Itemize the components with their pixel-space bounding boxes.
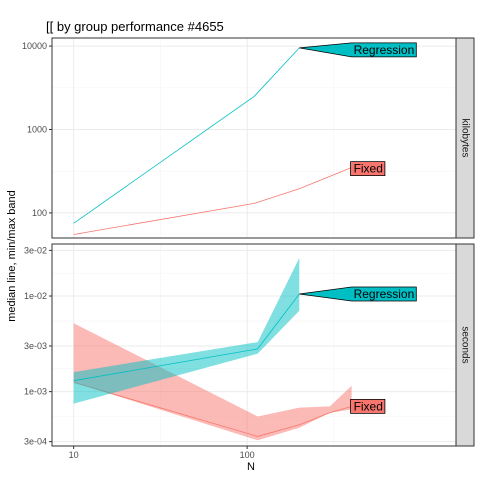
annotation-regression: Regression — [299, 43, 416, 57]
band-regression — [74, 48, 300, 223]
annotation-fixed: Fixed — [351, 399, 385, 413]
facet-panels: RegressionFixedkilobytes100100010000Regr… — [22, 38, 474, 460]
facet-strip: kilobytes — [456, 38, 474, 238]
panel-border — [52, 38, 456, 238]
annotation-label: Regression — [354, 287, 415, 301]
median-line-fixed — [74, 168, 352, 235]
panel-kilobytes: Regression Fixed kilobytes 100 1000 10000 — [22, 38, 474, 238]
y-tick-label: 1e-02 — [24, 291, 47, 301]
facet-strip-label: seconds — [460, 326, 471, 363]
series-layer — [74, 258, 352, 440]
y-axis: 100 1000 10000 — [22, 41, 52, 218]
y-tick-label: 10000 — [22, 41, 47, 51]
y-tick-label: 1000 — [27, 124, 47, 134]
y-axis-title: median line, min/max band — [6, 190, 18, 321]
series-fixed — [74, 168, 352, 235]
panel-seconds: Regression Fixed seconds 3e-04 1e-03 3e-03 1e-… — [24, 244, 474, 447]
series-layer — [74, 48, 352, 235]
y-tick-label: 1e-03 — [24, 387, 47, 397]
chart-title: [[ by group performance #4655 — [46, 19, 224, 34]
annotation-regression: Regression — [299, 287, 416, 301]
y-axis: 3e-04 1e-03 3e-03 1e-02 3e-02 — [24, 245, 52, 446]
y-tick-label: 3e-04 — [24, 437, 47, 447]
annotation-label: Regression — [354, 43, 415, 57]
y-tick-label: 3e-03 — [24, 341, 47, 351]
x-tick-label: 10 — [69, 450, 79, 460]
series-regression — [74, 48, 300, 223]
x-axis-title: N — [247, 461, 255, 473]
band-fixed — [74, 168, 352, 235]
y-tick-label: 100 — [32, 208, 47, 218]
median-line-regression — [74, 48, 300, 223]
grid — [52, 38, 456, 238]
annotation-label: Fixed — [354, 162, 383, 176]
annotation-label: Fixed — [354, 399, 383, 413]
facet-strip-label: kilobytes — [460, 119, 471, 158]
annotation-fixed: Fixed — [351, 162, 385, 176]
x-tick-label: 100 — [240, 450, 255, 460]
y-tick-label: 3e-02 — [24, 245, 47, 255]
facet-strip: seconds — [456, 244, 474, 446]
x-axis: 10 100 — [69, 446, 255, 460]
